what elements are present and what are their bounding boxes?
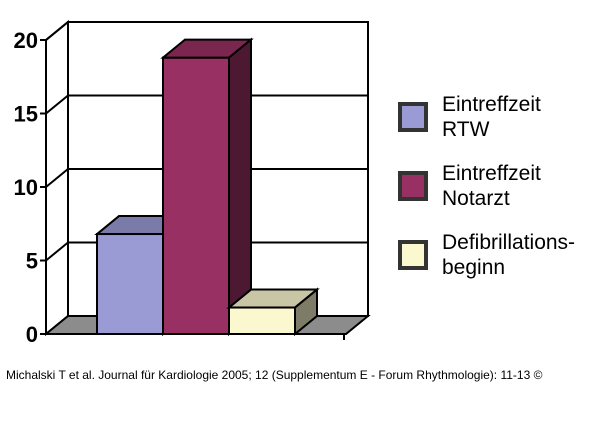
bar-side — [294, 287, 318, 337]
gridline — [45, 168, 368, 188]
gridline — [45, 21, 368, 41]
y-tick-labels: 0 5 10 15 20 — [14, 28, 38, 347]
legend-label-line1: Eintreffzeit — [442, 93, 541, 116]
bar-side — [228, 37, 252, 337]
y-axis — [40, 39, 47, 335]
gridline — [45, 241, 368, 262]
bar-front — [162, 56, 230, 335]
gridline — [45, 94, 368, 115]
legend-item-defibrillation: Defibrillations- beginn — [394, 230, 600, 299]
legend-label-line1: Eintreffzeit — [442, 162, 541, 185]
bar-front — [228, 306, 296, 336]
gridlines — [45, 21, 368, 262]
legend-label-line2: Notarzt — [442, 187, 510, 210]
bars — [94, 37, 320, 337]
y-tick-label: 20 — [14, 28, 38, 53]
legend-label-line2: beginn — [442, 256, 506, 279]
legend-swatch-rtw — [398, 102, 428, 132]
y-tick-label: 10 — [14, 175, 38, 200]
legend-label-notarzt: Eintreffzeit Notarzt — [442, 161, 600, 211]
bar — [226, 287, 320, 337]
y-tick-label: 15 — [14, 102, 38, 127]
legend-item-notarzt: Eintreffzeit Notarzt — [394, 161, 600, 230]
legend-swatch-notarzt — [398, 171, 428, 201]
source-caption: Michalski T et al. Journal für Kardiolog… — [6, 368, 543, 382]
legend-item-rtw: Eintreffzeit RTW — [394, 92, 600, 161]
legend-label-rtw: Eintreffzeit RTW — [442, 92, 600, 142]
y-tick-label: 5 — [26, 249, 38, 274]
legend-swatch-defibrillation — [398, 240, 428, 270]
legend-label-defibrillation: Defibrillations- beginn — [442, 230, 600, 280]
bar — [160, 37, 254, 337]
legend-label-line2: RTW — [442, 118, 490, 141]
y-tick-label: 0 — [26, 322, 38, 347]
bar-front — [96, 233, 164, 335]
legend-label-line1: Defibrillations- — [442, 231, 576, 254]
bar-chart: 0 5 10 15 20 — [14, 19, 371, 347]
legend: Eintreffzeit RTW Eintreffzeit Notarzt De… — [394, 92, 600, 299]
